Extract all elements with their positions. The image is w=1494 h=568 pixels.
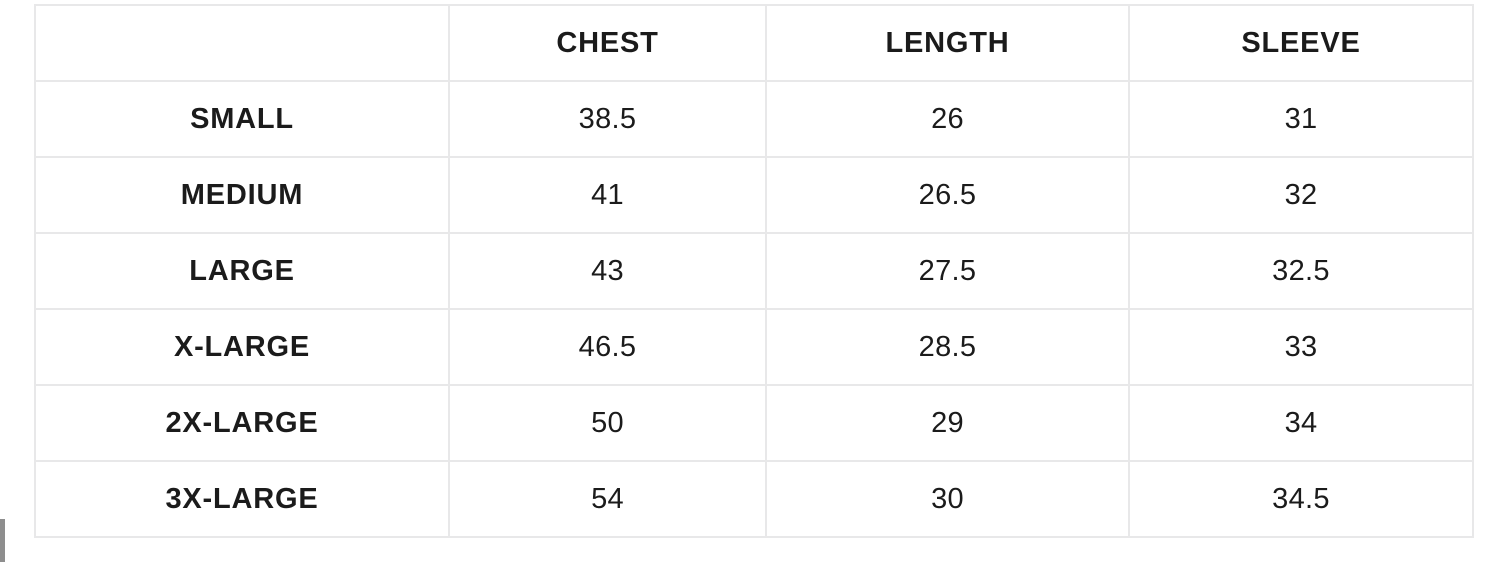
header-cell-size (34, 4, 450, 82)
chest-value-cell: 41 (448, 156, 767, 234)
table-row: X-LARGE 46.5 28.5 33 (34, 308, 1474, 386)
scrollbar-thumb[interactable] (0, 519, 5, 562)
table-row: 2X-LARGE 50 29 34 (34, 384, 1474, 462)
header-cell-length: LENGTH (765, 4, 1130, 82)
table-row: SMALL 38.5 26 31 (34, 80, 1474, 158)
table-row: LARGE 43 27.5 32.5 (34, 232, 1474, 310)
chest-value-cell: 46.5 (448, 308, 767, 386)
header-row: CHEST LENGTH SLEEVE (34, 4, 1474, 82)
sleeve-value-cell: 34 (1128, 384, 1474, 462)
sleeve-value-cell: 32 (1128, 156, 1474, 234)
sleeve-value-cell: 34.5 (1128, 460, 1474, 538)
header-cell-sleeve: SLEEVE (1128, 4, 1474, 82)
size-chart-table: CHEST LENGTH SLEEVE SMALL 38.5 26 31 MED… (34, 4, 1474, 538)
size-label-cell: SMALL (34, 80, 450, 158)
length-value-cell: 30 (765, 460, 1130, 538)
chest-value-cell: 38.5 (448, 80, 767, 158)
length-value-cell: 26 (765, 80, 1130, 158)
size-label-cell: LARGE (34, 232, 450, 310)
table-row: MEDIUM 41 26.5 32 (34, 156, 1474, 234)
size-label-cell: 2X-LARGE (34, 384, 450, 462)
length-value-cell: 26.5 (765, 156, 1130, 234)
table-row: 3X-LARGE 54 30 34.5 (34, 460, 1474, 538)
length-value-cell: 29 (765, 384, 1130, 462)
header-cell-chest: CHEST (448, 4, 767, 82)
length-value-cell: 28.5 (765, 308, 1130, 386)
size-label-cell: MEDIUM (34, 156, 450, 234)
size-label-cell: X-LARGE (34, 308, 450, 386)
chest-value-cell: 43 (448, 232, 767, 310)
length-value-cell: 27.5 (765, 232, 1130, 310)
sleeve-value-cell: 33 (1128, 308, 1474, 386)
chest-value-cell: 50 (448, 384, 767, 462)
chest-value-cell: 54 (448, 460, 767, 538)
sleeve-value-cell: 32.5 (1128, 232, 1474, 310)
sleeve-value-cell: 31 (1128, 80, 1474, 158)
size-label-cell: 3X-LARGE (34, 460, 450, 538)
